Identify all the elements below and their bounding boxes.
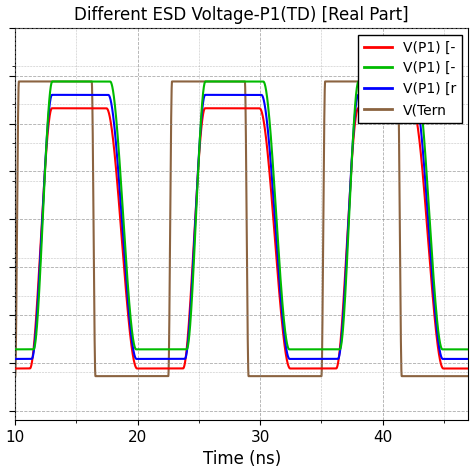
Legend: V(P1) [-, V(P1) [-, V(P1) [r, V(Tern: V(P1) [-, V(P1) [-, V(P1) [r, V(Tern bbox=[358, 35, 462, 123]
X-axis label: Time (ns): Time (ns) bbox=[203, 450, 281, 468]
Title: Different ESD Voltage-P1(TD) [Real Part]: Different ESD Voltage-P1(TD) [Real Part] bbox=[74, 6, 409, 24]
